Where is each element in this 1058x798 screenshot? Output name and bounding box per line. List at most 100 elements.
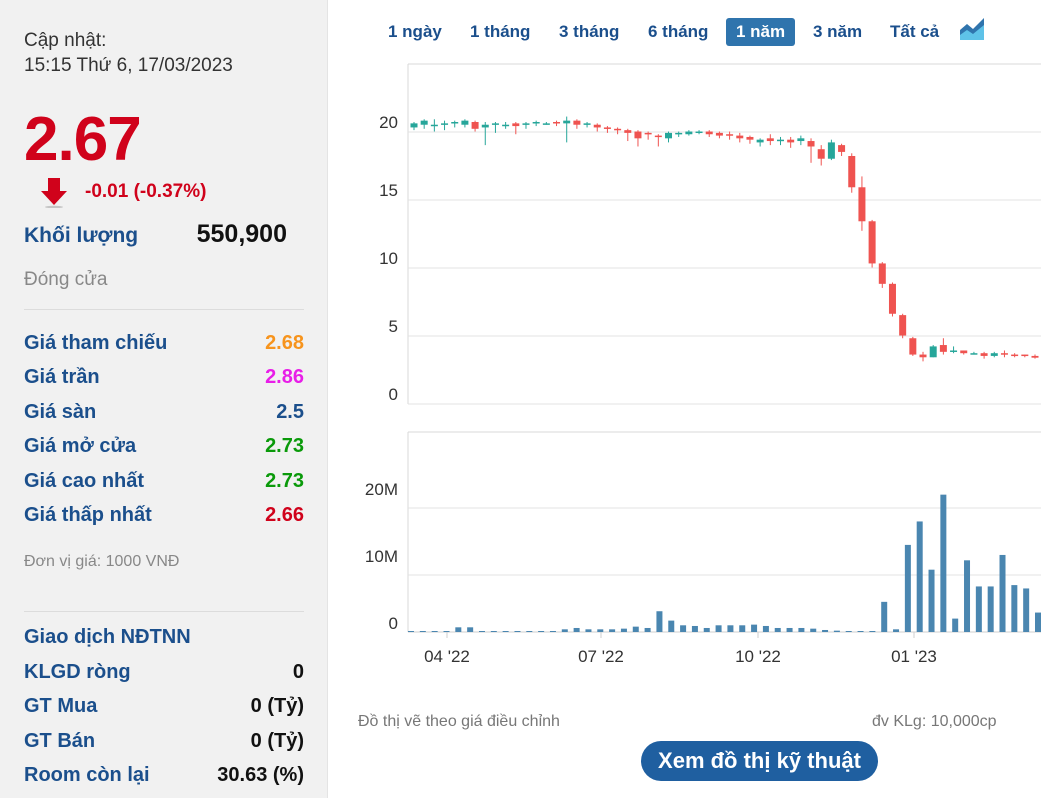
volume-bar (455, 627, 462, 632)
area-chart-icon[interactable] (958, 16, 986, 42)
volume-bar (774, 627, 781, 632)
row-value: 2.5 (276, 401, 304, 423)
quote-panel: Cập nhật: 15:15 Thứ 6, 17/03/2023 2.67 -… (0, 0, 328, 798)
row-label: Room còn lại (24, 764, 150, 786)
volume-bar (526, 631, 533, 632)
volume-bar (585, 629, 592, 632)
row-label: Giao dịch NĐTNN (24, 626, 191, 648)
divider (24, 611, 304, 612)
candle (695, 131, 703, 134)
candle (838, 145, 846, 152)
volume-bar (514, 631, 521, 632)
candle (675, 132, 683, 135)
row-label: Giá thấp nhất (24, 504, 152, 526)
candle (776, 139, 784, 142)
candle (614, 128, 622, 131)
tab-1-year[interactable]: 1 năm (726, 18, 796, 46)
row-high-price: Giá cao nhất 2.73 (24, 470, 304, 496)
volume-bar (1011, 585, 1018, 632)
volume-bar (810, 628, 817, 632)
candle (1021, 354, 1029, 357)
row-label: GT Bán (24, 730, 96, 752)
current-price: 2.67 (24, 105, 142, 174)
candle (888, 283, 896, 314)
volume-bar (573, 627, 580, 632)
candle (766, 138, 774, 142)
candle (868, 221, 876, 264)
volume-bar (964, 560, 971, 632)
volume-bar (751, 624, 758, 632)
volume-bar (727, 625, 734, 632)
volume-bar (975, 586, 982, 632)
row-sell-value: GT Bán 0 (Tỷ) (24, 730, 304, 756)
tab-all[interactable]: Tất cả (890, 22, 940, 41)
updated-time: 15:15 Thứ 6, 17/03/2023 (24, 55, 233, 76)
candle (430, 124, 438, 127)
volume-bar (893, 629, 900, 632)
volume-bar (822, 629, 829, 632)
candle (522, 123, 530, 125)
volume-bar (561, 629, 568, 632)
candle (746, 136, 754, 140)
tab-6-months[interactable]: 6 tháng (648, 22, 709, 41)
price-tick-label: 20 (379, 113, 398, 132)
market-status: Đóng cửa (24, 269, 108, 290)
row-label: Giá trần (24, 366, 100, 388)
volume-bar (1023, 588, 1030, 632)
volume-value: 550,900 (196, 220, 287, 248)
x-tick-label: 01 '23 (891, 647, 937, 666)
adjusted-price-note: Đồ thị vẽ theo giá điều chỉnh (358, 713, 560, 730)
tab-1-day[interactable]: 1 ngày (388, 22, 442, 41)
candle (573, 120, 581, 125)
row-value: 0 (Tỷ) (250, 730, 304, 752)
updated-label: Cập nhật: (24, 30, 107, 51)
candle (705, 131, 713, 135)
candle (624, 130, 632, 133)
volume-bar (609, 629, 616, 632)
row-value: 2.68 (265, 332, 304, 354)
candle (451, 122, 459, 124)
volume-bar (490, 631, 497, 632)
candle (420, 120, 428, 125)
candle (990, 353, 998, 356)
x-tick-label: 10 '22 (735, 647, 781, 666)
volume-bar (467, 627, 474, 632)
candle (685, 131, 693, 135)
candle (532, 122, 540, 124)
row-room-remaining: Room còn lại 30.63 (%) (24, 764, 304, 790)
volume-bar (680, 625, 687, 632)
candle (553, 122, 561, 124)
candle (909, 338, 917, 355)
candle (827, 142, 835, 159)
candle (491, 123, 499, 125)
candle (471, 122, 479, 129)
technical-chart-button[interactable]: Xem đồ thị kỹ thuật (641, 741, 878, 781)
row-label: Giá mở cửa (24, 435, 137, 457)
divider (24, 309, 304, 310)
candle (1031, 355, 1039, 358)
price-tick-label: 5 (389, 317, 398, 336)
tab-3-years[interactable]: 3 năm (813, 22, 863, 41)
price-change: -0.01 (-0.37%) (85, 181, 207, 202)
volume-bar (597, 629, 604, 632)
row-label: Giá tham chiếu (24, 332, 168, 354)
volume-bar (538, 631, 545, 632)
candle (542, 123, 550, 125)
candle (441, 123, 449, 125)
x-tick-label: 07 '22 (578, 647, 624, 666)
volume-unit-note: đv KLg: 10,000cp (872, 713, 997, 730)
volume-label: Khối lượng (24, 224, 139, 247)
volume-bar (715, 625, 722, 632)
volume-bar (904, 544, 911, 632)
volume-bar (419, 631, 426, 632)
candle (929, 346, 937, 358)
candle (939, 345, 947, 352)
volume-tick-label: 0 (389, 614, 398, 633)
tab-3-months[interactable]: 3 tháng (559, 22, 620, 41)
tab-1-month[interactable]: 1 tháng (470, 22, 531, 41)
volume-bar (916, 521, 923, 632)
candle (858, 187, 866, 222)
candle (603, 127, 611, 129)
row-label: GT Mua (24, 695, 98, 717)
volume-bar (845, 631, 852, 632)
